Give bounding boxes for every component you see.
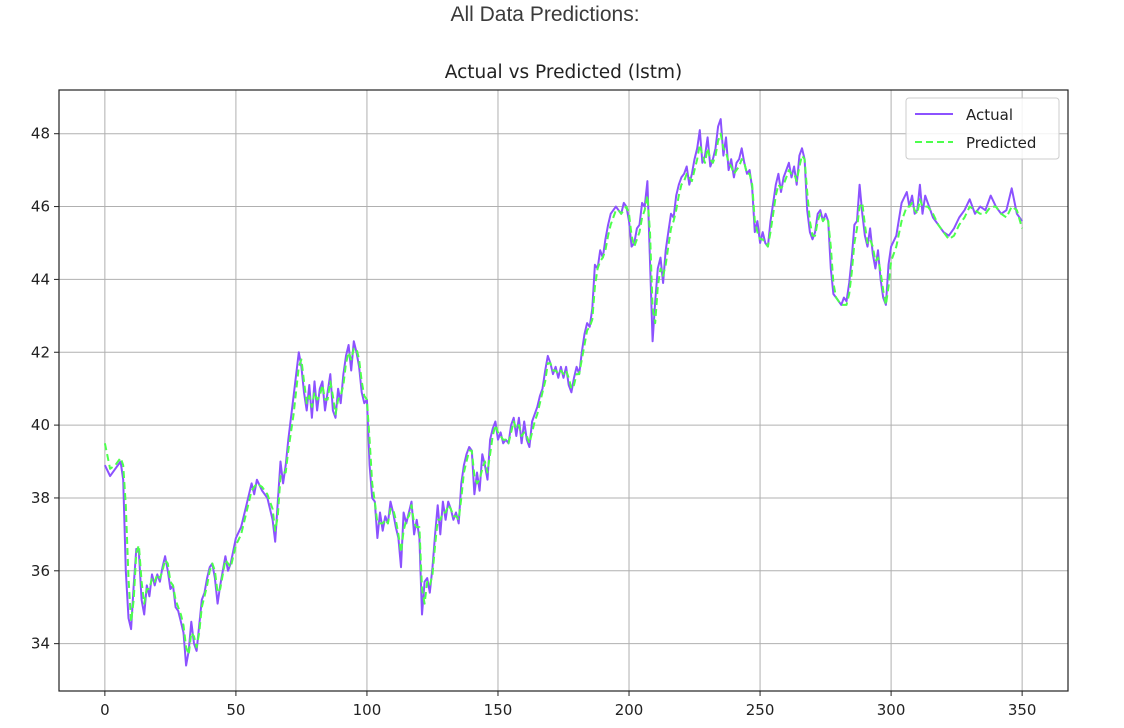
y-tick-label: 34 (31, 635, 50, 653)
x-tick-label: 300 (877, 701, 906, 719)
y-tick-label: 38 (31, 489, 50, 507)
plot-frame (58, 89, 1069, 692)
x-tick-label: 100 (353, 701, 382, 719)
plot-area (59, 90, 1068, 691)
x-tick-label: 350 (1008, 701, 1037, 719)
x-axis: 0 50 100 150 200 250 300 350 (100, 691, 1036, 719)
y-tick-label: 46 (31, 198, 50, 216)
y-tick-label: 44 (31, 270, 50, 288)
series-line-actual (103, 118, 1023, 667)
y-tick-label: 36 (31, 562, 50, 580)
x-tick-label: 150 (484, 701, 513, 719)
y-tick-label: 40 (31, 416, 50, 434)
chart-title: Actual vs Predicted (lstm) (445, 62, 683, 83)
grid (59, 90, 1068, 691)
x-tick-label: 0 (100, 701, 110, 719)
y-axis: 34 36 38 40 42 44 46 48 (31, 125, 59, 653)
x-tick-label: 250 (746, 701, 775, 719)
legend-label-predicted: Predicted (966, 134, 1036, 152)
legend-label-actual: Actual (966, 106, 1013, 124)
y-tick-label: 42 (31, 343, 50, 361)
legend: Actual Predicted (905, 97, 1060, 160)
x-tick-label: 50 (226, 701, 245, 719)
series-line-predicted (103, 132, 1024, 656)
series-layer (103, 118, 1024, 667)
y-tick-label: 48 (31, 125, 50, 143)
page-header: All Data Predictions: (450, 3, 640, 26)
x-tick-label: 200 (615, 701, 644, 719)
